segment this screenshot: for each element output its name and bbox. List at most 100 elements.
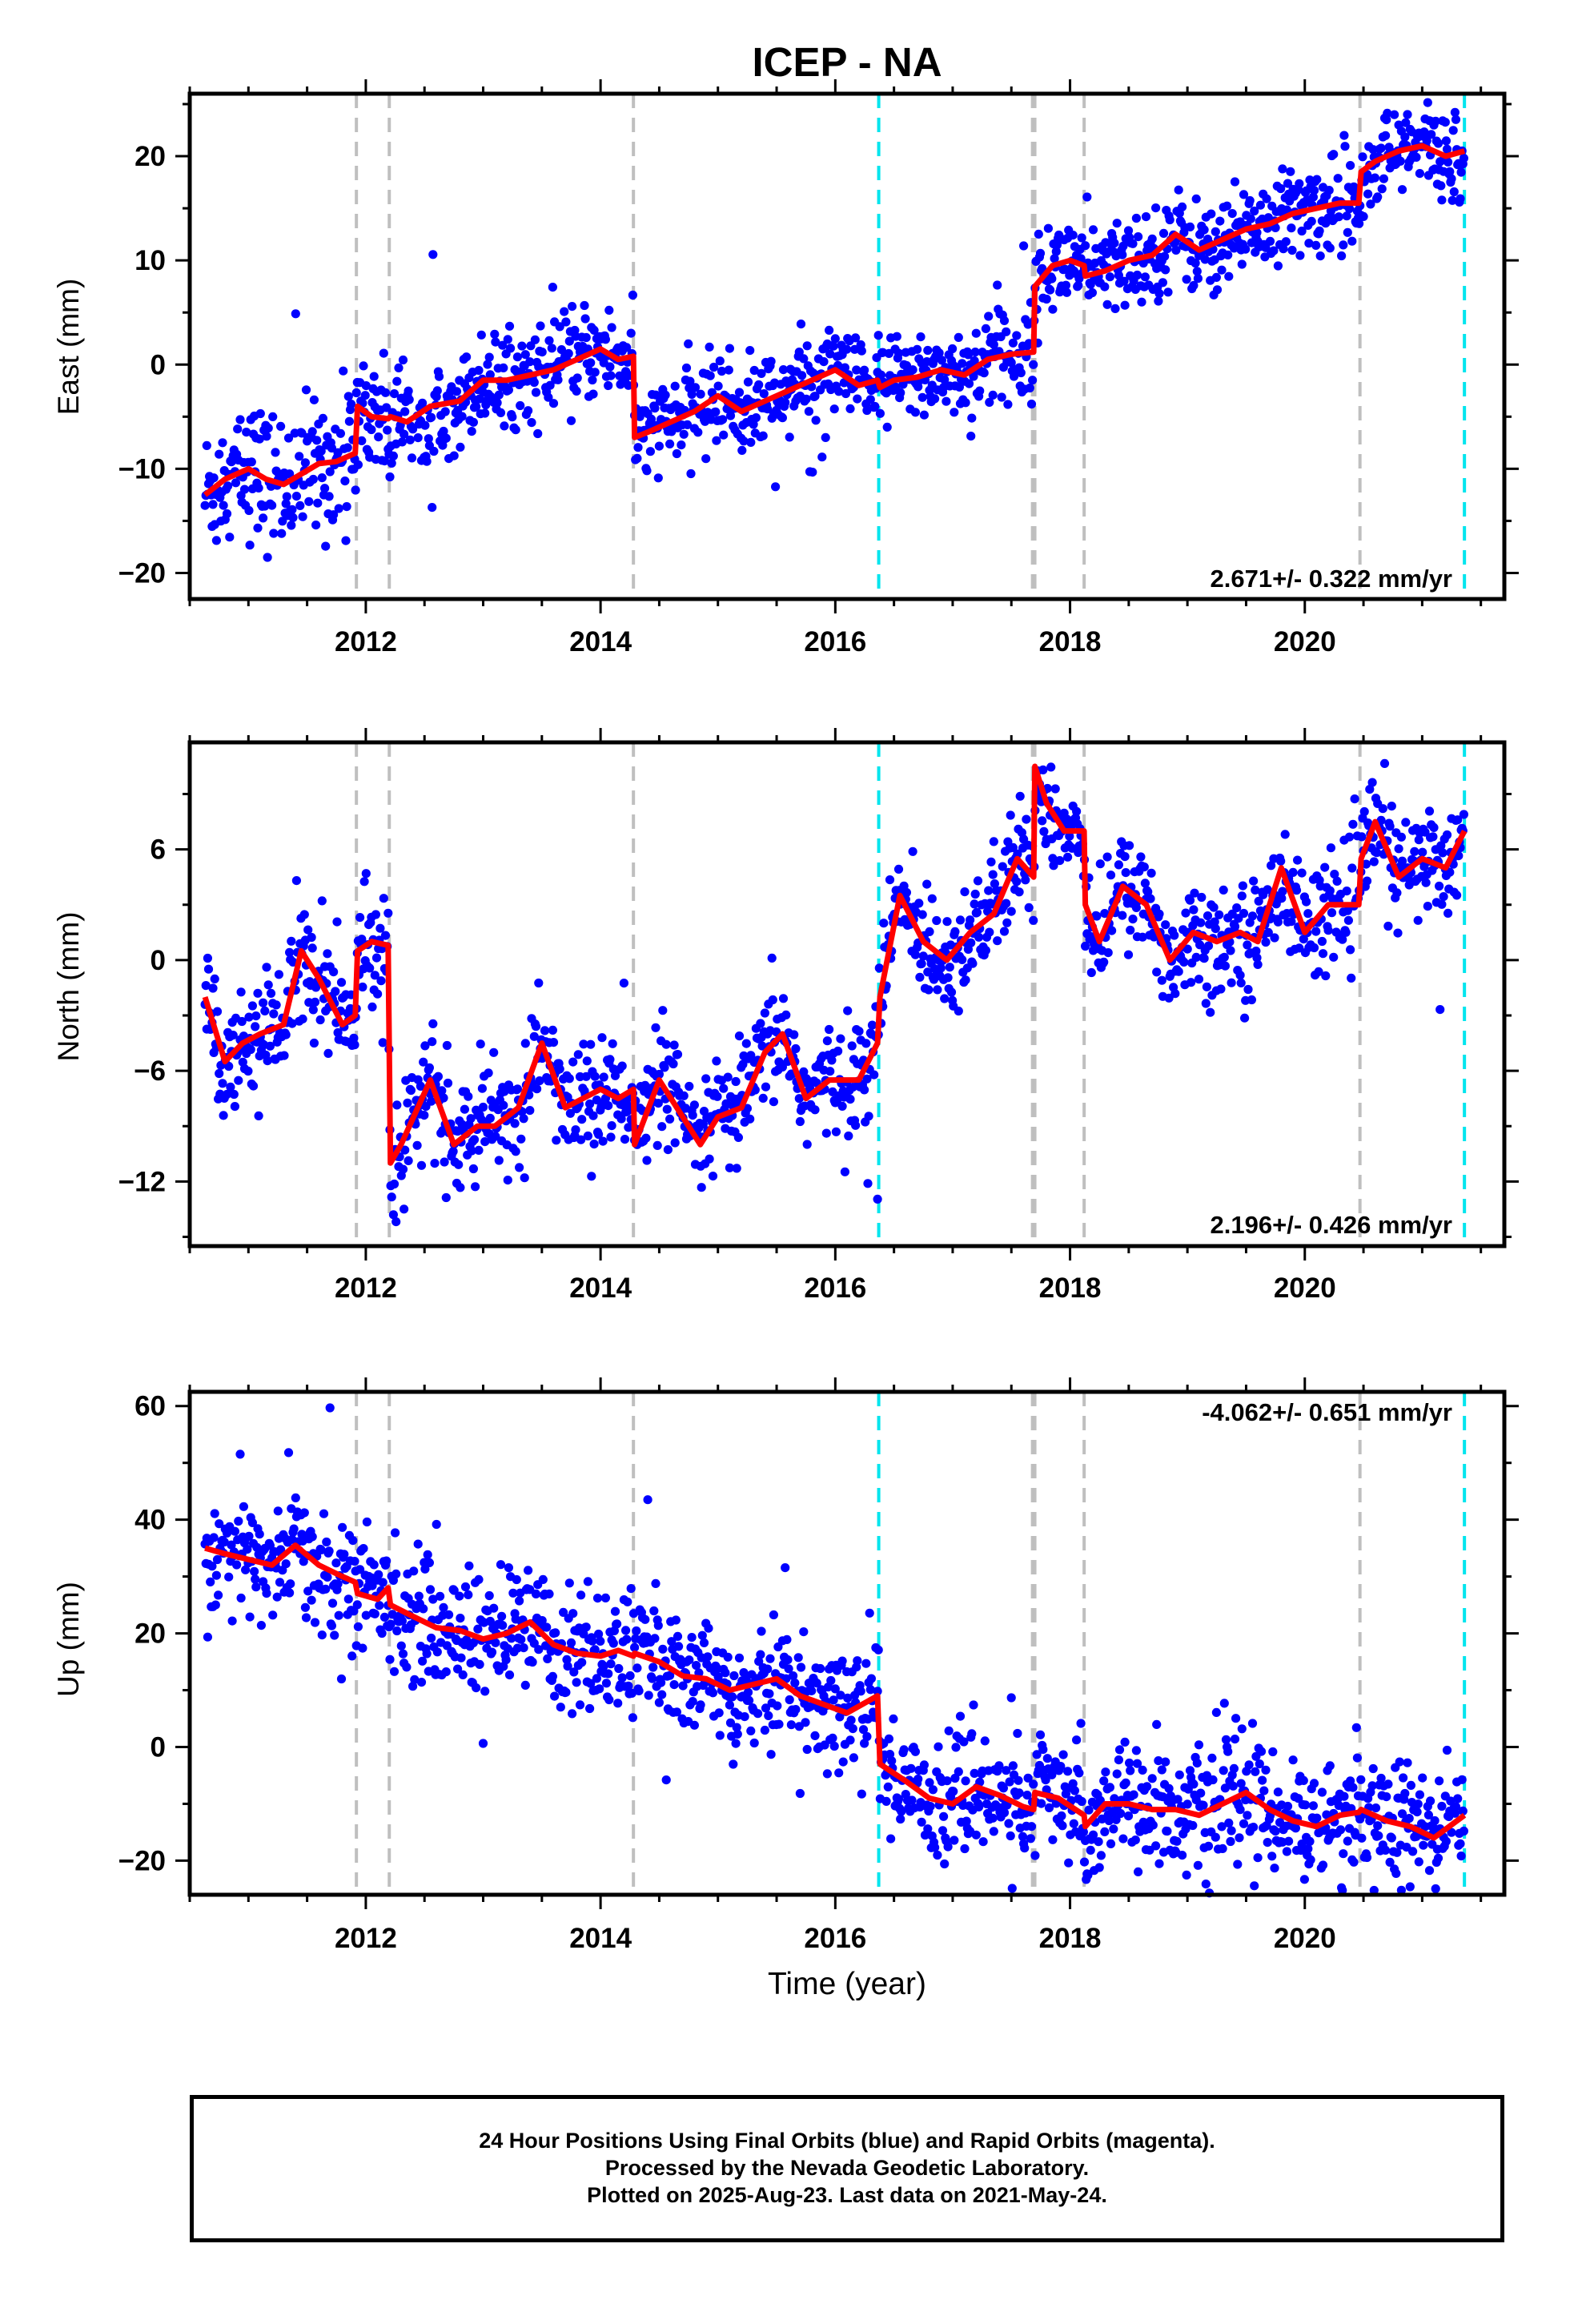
data-point: [379, 894, 388, 903]
data-point: [512, 352, 523, 362]
data-point: [404, 1156, 413, 1165]
data-point: [456, 1183, 465, 1192]
data-point: [604, 1101, 613, 1111]
data-point: [1430, 1815, 1439, 1826]
data-point: [1131, 213, 1141, 223]
data-point: [802, 1140, 812, 1149]
data-point: [387, 458, 396, 468]
data-point: [608, 1638, 618, 1648]
data-point: [307, 1595, 316, 1605]
data-point: [810, 1731, 820, 1740]
data-point: [1381, 1845, 1391, 1855]
data-point: [789, 1671, 798, 1681]
data-point: [537, 1616, 547, 1626]
data-point: [728, 1692, 737, 1702]
data-point: [790, 1678, 800, 1688]
data-point: [610, 1071, 620, 1080]
data-point: [887, 1756, 897, 1766]
data-point: [456, 1653, 466, 1663]
data-point: [1295, 251, 1305, 260]
data-point: [504, 1563, 514, 1573]
data-point: [808, 468, 817, 477]
data-point: [713, 381, 723, 391]
data-point: [721, 1668, 730, 1678]
data-point: [208, 500, 218, 509]
data-point: [1182, 275, 1191, 284]
data-point: [542, 1622, 552, 1632]
data-point: [275, 1578, 285, 1587]
data-point: [278, 517, 287, 526]
data-point: [353, 460, 363, 469]
data-point: [1095, 1795, 1105, 1805]
data-point: [1246, 214, 1255, 223]
data-point: [1087, 287, 1097, 298]
data-point: [940, 994, 950, 1003]
data-point: [373, 989, 383, 999]
data-point: [260, 1006, 270, 1015]
data-point: [1189, 905, 1199, 915]
data-point: [951, 1743, 961, 1752]
data-point: [988, 870, 998, 879]
data-point: [936, 963, 946, 973]
data-point: [1107, 926, 1117, 935]
data-point: [769, 1610, 779, 1620]
data-point: [589, 325, 599, 335]
data-point: [288, 513, 298, 523]
data-point: [1055, 856, 1065, 866]
data-point: [504, 385, 514, 395]
data-point: [661, 1039, 671, 1049]
data-point: [342, 502, 351, 512]
data-point: [422, 1649, 432, 1659]
data-point: [756, 1650, 765, 1659]
data-point: [1329, 150, 1339, 159]
data-point: [1324, 186, 1334, 195]
data-point: [235, 415, 245, 424]
data-point: [821, 1128, 831, 1138]
x-tick-label: 2016: [804, 1273, 866, 1304]
data-point: [1199, 225, 1209, 235]
data-point: [1436, 841, 1446, 850]
data-point: [1112, 1769, 1122, 1779]
data-point: [1038, 263, 1047, 273]
data-point: [1028, 376, 1038, 385]
data-point: [1147, 234, 1157, 243]
data-point: [1216, 984, 1226, 994]
data-point: [826, 1675, 836, 1686]
data-point: [223, 481, 233, 491]
data-point: [423, 1550, 432, 1559]
data-point: [1047, 274, 1057, 283]
data-point: [654, 1069, 665, 1080]
data-point: [860, 1739, 869, 1748]
data-point: [881, 1796, 891, 1806]
data-point: [336, 1674, 347, 1684]
data-point: [830, 1684, 840, 1694]
data-point: [1215, 216, 1225, 226]
data-point: [1287, 245, 1297, 255]
data-point: [375, 923, 385, 933]
data-point: [1064, 1858, 1074, 1868]
data-point: [321, 541, 331, 551]
data-point: [656, 1678, 666, 1687]
data-point: [1062, 287, 1072, 297]
data-point: [837, 1656, 847, 1666]
data-point: [263, 980, 273, 990]
data-point: [596, 1636, 605, 1646]
data-point: [1035, 1730, 1046, 1739]
data-point: [940, 375, 950, 384]
data-point: [303, 925, 313, 935]
data-point: [789, 1030, 799, 1039]
data-point: [1130, 1835, 1140, 1845]
data-point: [397, 437, 407, 447]
data-point: [1148, 1820, 1158, 1830]
data-point: [1170, 931, 1179, 940]
data-point: [1157, 1765, 1166, 1775]
data-point: [391, 1528, 400, 1538]
data-point: [669, 1680, 679, 1690]
data-point: [1119, 276, 1129, 286]
data-point: [1349, 182, 1359, 191]
data-point: [357, 935, 367, 944]
data-point: [757, 368, 766, 378]
data-point: [398, 1164, 408, 1174]
data-point: [1423, 902, 1432, 911]
